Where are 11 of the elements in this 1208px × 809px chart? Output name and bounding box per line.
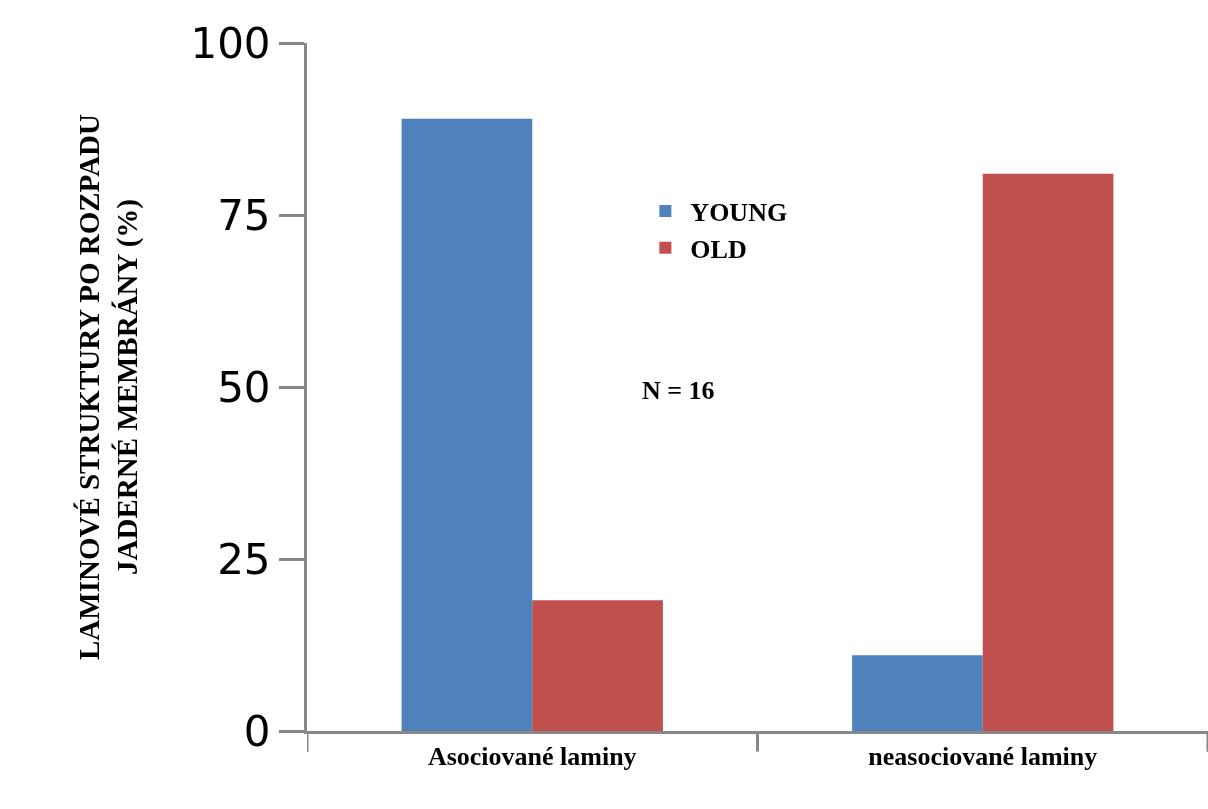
y-tick-label: 100: [190, 18, 271, 68]
annotation: N = 16: [642, 376, 715, 405]
legend-label: YOUNG: [690, 198, 788, 228]
x-tick-label: neasociované laminy: [868, 742, 1098, 772]
y-axis-title: LAMINOVÉ STRUKTURY PO ROZPADU JADERNÉ MEMBRÁNY (%): [73, 113, 144, 660]
y-tick-label: 75: [217, 190, 271, 240]
y-tick-label: 25: [217, 534, 271, 584]
legend-label: OLD: [690, 234, 747, 264]
x-tick-label: Asociované laminy: [427, 742, 637, 772]
y-tick-label: 50: [217, 362, 271, 412]
y-tick-label: 0: [243, 706, 271, 756]
